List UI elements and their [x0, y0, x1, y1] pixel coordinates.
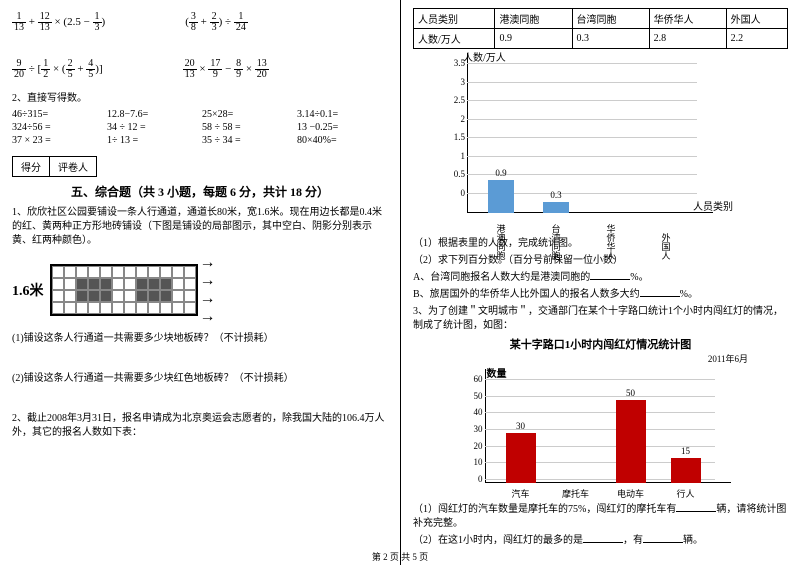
chart-x-label: 华侨华人: [596, 225, 626, 261]
calc-item: 37 × 23 =: [12, 135, 77, 146]
table-header: 台湾同胞: [572, 9, 649, 29]
chart-bar: 15: [671, 458, 701, 483]
chart1-y-title: 人数/万人: [463, 49, 506, 64]
calc-grid: 46÷315= 12.8−7.6= 25×28= 3.14÷0.1= 324÷56 = 3…: [12, 109, 388, 146]
table-cell: 0.3: [572, 29, 649, 49]
score-label: 得分: [13, 157, 50, 176]
calc-item: 1÷ 13 =: [107, 135, 172, 146]
calc-item: 35 ÷ 34 =: [202, 135, 267, 146]
page-footer: 第 2 页 共 5 页: [372, 550, 428, 563]
arrow-icon: →: [200, 290, 216, 308]
math-expr-1a: 113 + 1213 × (2.5 − 13): [12, 12, 105, 33]
calc-item: 324÷56 =: [12, 122, 77, 133]
calc-item: 12.8−7.6=: [107, 109, 172, 120]
calc-item: 58 ÷ 58 =: [202, 122, 267, 133]
chart2-y-title: 数量: [487, 365, 507, 380]
chart-bar: 0.3: [543, 202, 569, 213]
chart-x-label: 台湾同胞: [541, 225, 571, 261]
table-cell: 0.9: [495, 29, 572, 49]
data-table: 人员类别港澳同胞台湾同胞华侨华人外国人 人数/万人0.90.32.82.2: [413, 8, 788, 49]
chart-bar: 0.9: [488, 180, 514, 213]
chart2-title: 某十字路口1小时内闯红灯情况统计图: [413, 336, 788, 352]
calc-item: 3.14÷0.1=: [297, 109, 362, 120]
math-expr-1b: (38 + 23) ÷ 124: [185, 12, 248, 33]
tile-diagram: 1.6米 → → → →: [12, 254, 388, 326]
chart-x-label: 电动车: [616, 490, 646, 499]
chart-x-label: 外国人: [651, 234, 681, 261]
score-box: 得分 评卷人: [12, 156, 97, 177]
chart1-x-title: 人员类别: [693, 198, 733, 213]
table-header: 港澳同胞: [495, 9, 572, 29]
arrow-icon: →: [200, 272, 216, 290]
arrow-icon: →: [200, 308, 216, 326]
chart-x-label: 汽车: [506, 490, 536, 499]
right-q3-2: （2）在这1小时内，闯红灯的最多的是，有辆。: [413, 534, 788, 548]
calc-item: 13 −0.25=: [297, 122, 362, 133]
p1-q1: (1)铺设这条人行通道一共需要多少块地板砖？（不计损耗）: [12, 332, 388, 346]
tile-width-label: 1.6米: [12, 280, 44, 300]
math-expr-2b: 2013 × 179 − 89 × 1320: [183, 59, 269, 80]
right-q2b: B、旅居国外的华侨华人比外国人的报名人数多大约%。: [413, 288, 788, 302]
bar-chart-1: 人数/万人 人员类别 00.511.522.533.50.9港澳同胞0.3台湾同…: [443, 53, 723, 233]
chart-x-label: 摩托车: [561, 490, 591, 499]
q2-label: 2、直接写得数。: [12, 92, 388, 106]
right-q2a: A、台湾同胞报名人数大约是港澳同胞的%。: [413, 271, 788, 285]
chart-bar: 30: [506, 433, 536, 483]
grader-label: 评卷人: [50, 157, 96, 176]
right-q3-1: （1）闯红灯的汽车数量是摩托车的75%，闯红灯的摩托车有辆，请将统计图补充完整。: [413, 503, 788, 531]
chart-x-label: 港澳同胞: [486, 225, 516, 261]
calc-item: 25×28=: [202, 109, 267, 120]
table-header: 华侨华人: [649, 9, 726, 29]
calc-item: 34 ÷ 12 =: [107, 122, 172, 133]
table-cell: 人数/万人: [414, 29, 495, 49]
problem-2-text: 2、截止2008年3月31日，报名申请成为北京奥运会志愿者的，除我国大陆的106…: [12, 412, 388, 440]
chart-x-label: 行人: [671, 490, 701, 499]
p1-q2: (2)铺设这条人行通道一共需要多少块红色地板砖？（不计损耗）: [12, 372, 388, 386]
section-5-title: 五、综合题（共 3 小题，每题 6 分，共计 18 分）: [12, 183, 388, 200]
problem-3-text: 3、为了创建＂文明城市＂，交通部门在某个十字路口统计1个小时内闯红灯的情况，制成…: [413, 305, 788, 333]
bar-chart-2: 数量 010203040506030汽车摩托车50电动车15行人: [461, 369, 741, 499]
chart2-date: 2011年6月: [413, 352, 788, 365]
arrow-icon: →: [200, 254, 216, 272]
math-expr-2a: 920 ÷ [12 × (25 + 45)]: [12, 59, 103, 80]
table-cell: 2.8: [649, 29, 726, 49]
table-header: 外国人: [726, 9, 787, 29]
chart-bar: 50: [616, 400, 646, 483]
problem-1-text: 1、欣欣社区公园要铺设一条人行通道，通道长80米，宽1.6米。现在用边长都是0.…: [12, 206, 388, 248]
table-cell: 2.2: [726, 29, 787, 49]
calc-item: 46÷315=: [12, 109, 77, 120]
table-header: 人员类别: [414, 9, 495, 29]
calc-item: 80×40%=: [297, 135, 362, 146]
